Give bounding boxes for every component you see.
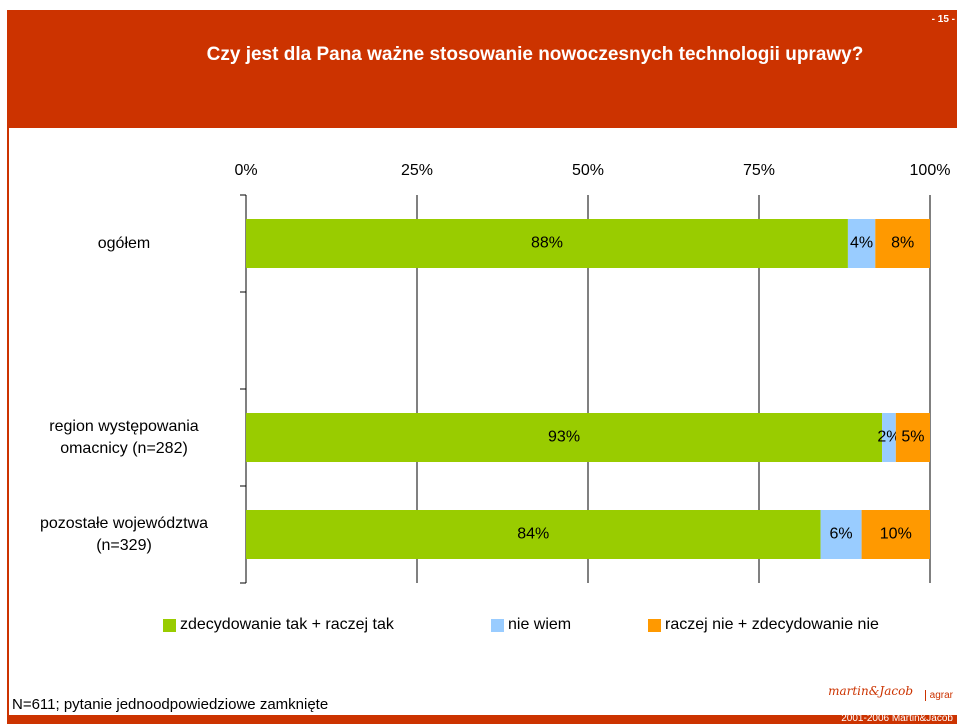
data-label: 8%	[891, 235, 914, 252]
data-label: 4%	[850, 235, 873, 252]
x-tick-label: 100%	[910, 162, 951, 179]
chart-title: Czy jest dla Pana ważne stosowanie nowoc…	[206, 44, 864, 65]
y-tick-label: region występowania omacnicy (n=282)	[49, 417, 199, 457]
bar-segment	[861, 510, 930, 559]
legend-swatch	[648, 618, 661, 632]
x-tick-label: 25%	[401, 162, 433, 179]
bar-segment	[875, 219, 930, 268]
legend-label: nie wiem	[508, 616, 572, 633]
x-tick-label: 0%	[234, 162, 257, 179]
data-label: 93%	[548, 429, 580, 446]
header	[7, 10, 957, 128]
bar-segment	[246, 510, 821, 559]
footer-bar	[7, 715, 957, 724]
copyright: 2001-2006 Martin&Jacob	[841, 713, 953, 724]
footnote: N=611; pytanie jednoodpowiedziowe zamkni…	[12, 696, 329, 713]
slide-number: - 15 -	[931, 14, 955, 25]
data-label: 10%	[880, 526, 912, 543]
data-label: 2%	[877, 429, 900, 446]
legend-item: nie wiem	[491, 616, 571, 634]
legend-item: raczej nie + zdecydowanie nie	[648, 616, 879, 634]
y-tick-label: pozostałe województwa (n=329)	[39, 514, 209, 554]
y-tick-label: ogółem	[97, 234, 151, 252]
data-label: 84%	[517, 526, 549, 543]
bar-segment	[820, 510, 862, 559]
legend-label: zdecydowanie tak + raczej tak	[180, 616, 394, 633]
logo: martin&Jacob	[828, 684, 913, 698]
legend-label: raczej nie + zdecydowanie nie	[665, 616, 879, 633]
logo-text: agrar	[924, 690, 953, 701]
legend-swatch	[163, 618, 176, 632]
data-label: 6%	[830, 526, 853, 543]
data-label: 5%	[901, 429, 924, 446]
bar-segment	[895, 413, 930, 462]
bar-segment	[246, 219, 848, 268]
bar-segment	[246, 413, 883, 462]
border	[7, 128, 9, 718]
bar-segment	[847, 219, 876, 268]
bar-segment	[882, 413, 896, 462]
data-label: 88%	[531, 235, 563, 252]
x-tick-label: 75%	[743, 162, 775, 179]
legend-item: zdecydowanie tak + raczej tak	[163, 616, 394, 634]
x-tick-label: 50%	[572, 162, 604, 179]
legend-swatch	[491, 618, 504, 632]
